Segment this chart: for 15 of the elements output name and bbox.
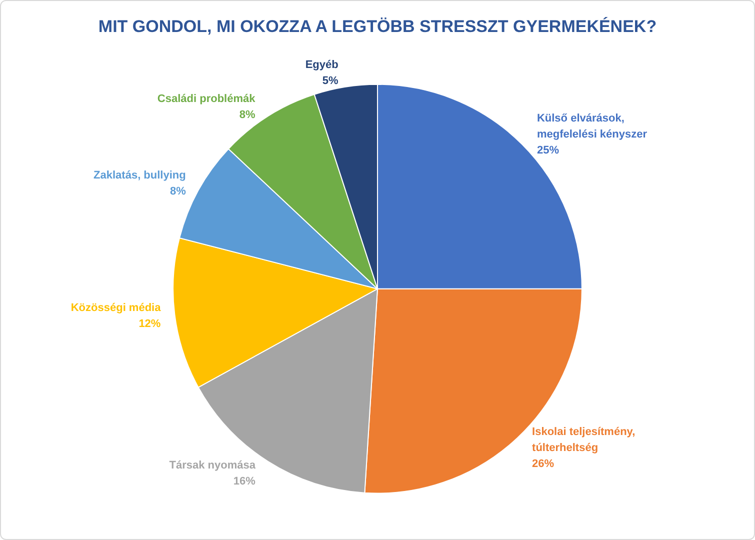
data-label: 8% — [170, 186, 186, 198]
slice-label: Zaklatás, bullying — [94, 170, 186, 182]
slice-label: Egyéb — [305, 59, 339, 72]
chart-title: MIT GONDOL, MI OKOZZA A LEGTÖBB STRESSZT GYERMEKÉNEK? — [98, 16, 657, 36]
slice-label: Külső elvárások, megfelelési kényszer — [536, 112, 648, 140]
slice-label: Családi problémák — [157, 93, 256, 106]
data-label: 25% — [536, 144, 560, 156]
data-label: 16% — [233, 475, 256, 488]
data-label: 12% — [138, 318, 161, 330]
slice-label: Társak nyomása — [169, 459, 256, 472]
slice-label: Közösségi média — [70, 302, 162, 314]
data-label: 26% — [532, 458, 554, 470]
data-label: 8% — [239, 109, 256, 122]
data-label: 5% — [322, 75, 339, 88]
slice-label: Iskolai teljesítmény, túlterheltség — [532, 426, 638, 454]
